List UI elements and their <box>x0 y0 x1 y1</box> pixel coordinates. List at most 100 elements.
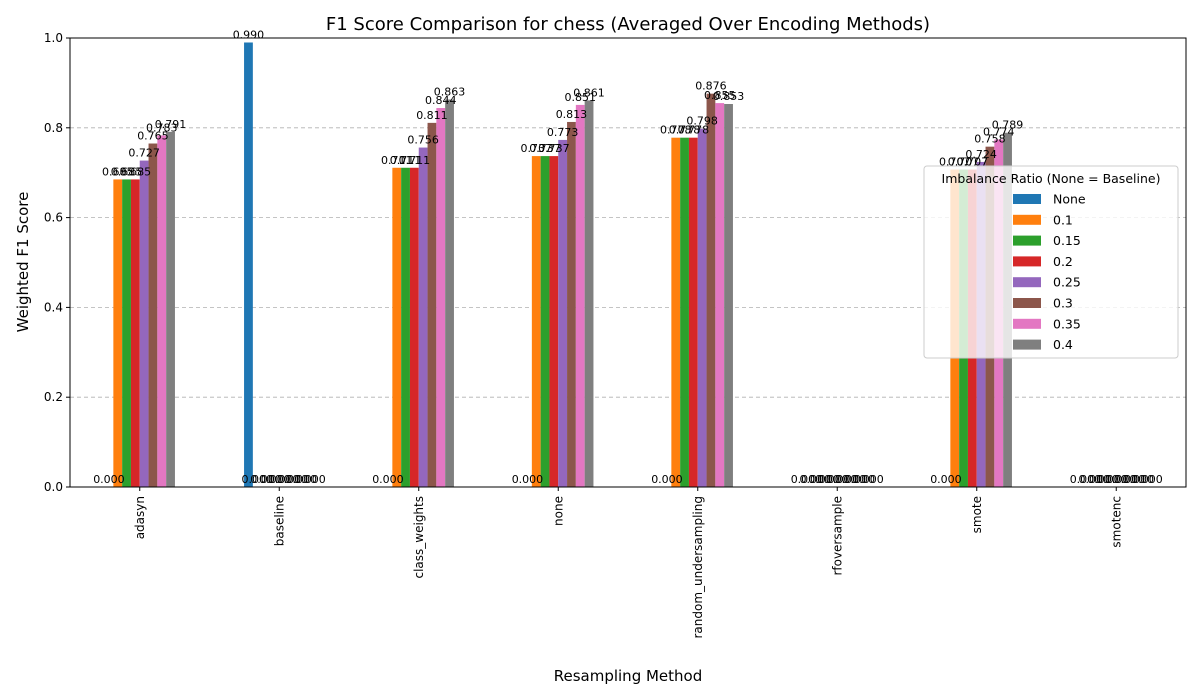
bar-value-label: 0.773 <box>547 126 579 139</box>
legend-swatch <box>1013 318 1041 329</box>
bar-value-label: 0.000 <box>844 473 876 486</box>
bar-adasyn-0.15 <box>122 179 131 487</box>
legend-label: 0.4 <box>1053 337 1073 352</box>
bar-value-label: 0.000 <box>1131 473 1163 486</box>
bar-adasyn-0.3 <box>148 143 158 487</box>
bar-value-label: 0.758 <box>974 133 1006 146</box>
legend-swatch <box>1013 235 1041 246</box>
bar-value-label: 0.000 <box>277 473 309 486</box>
legend-swatch <box>1013 194 1041 204</box>
bar-class_weights-0.35 <box>436 108 446 487</box>
bar-value-label: 0.000 <box>242 473 274 486</box>
bar-value-label: 0.756 <box>407 134 439 147</box>
bar-value-label: 0.000 <box>1123 473 1155 486</box>
bar-value-label: 0.000 <box>512 473 544 486</box>
bar-class_weights-0.25 <box>418 147 428 487</box>
bar-value-label: 0.000 <box>268 473 300 486</box>
bar-value-label: 0.863 <box>434 86 466 99</box>
y-tick-label: 0.4 <box>44 300 63 314</box>
bar-value-label: 0.000 <box>930 473 962 486</box>
bar-value-label: 0.737 <box>521 142 553 155</box>
bars <box>113 42 1012 488</box>
bar-value-label: 0.727 <box>128 147 160 160</box>
bar-adasyn-0.4 <box>166 131 175 487</box>
bar-value-label: 0.783 <box>146 121 178 134</box>
y-axis-title: Weighted F1 Score <box>14 192 32 333</box>
legend-swatch <box>1013 256 1041 267</box>
legend-items: None 0.1 0.15 0.2 0.25 0.3 0.35 0.4 <box>1013 192 1086 352</box>
bar-class_weights-0.1 <box>392 167 402 488</box>
bar-value-label: 0.000 <box>808 473 840 486</box>
bar-none-0.1 <box>531 156 541 487</box>
legend-label: 0.1 <box>1053 212 1073 227</box>
bar-adasyn-0.2 <box>130 179 140 487</box>
bar-value-label: 0.990 <box>233 28 265 41</box>
bar-value-label: 0.778 <box>660 124 692 137</box>
bar-value-label: 0.000 <box>1070 473 1102 486</box>
x-axis-title: Resampling Method <box>554 667 703 685</box>
x-tick-label: random_undersampling <box>691 496 705 639</box>
legend-label: 0.35 <box>1053 316 1081 331</box>
bar-value-label: 0.000 <box>250 473 282 486</box>
bar-value-label: 0.778 <box>678 124 710 137</box>
x-tick-label: rfoversample <box>830 496 844 576</box>
bar-class_weights-0.3 <box>427 122 437 488</box>
bar-baseline-None <box>244 42 253 488</box>
bar-random_undersampling-0.15 <box>680 137 689 488</box>
bar-value-label: 0.000 <box>294 473 326 486</box>
bar-value-label: 0.853 <box>713 90 745 103</box>
bar-value-label: 0.000 <box>93 473 125 486</box>
bar-none-0.15 <box>540 156 550 487</box>
legend: Imbalance Ratio (None = Baseline) None 0.… <box>923 165 1179 359</box>
bar-random_undersampling-0.3 <box>706 93 716 488</box>
bar-value-label: 0.791 <box>155 118 187 131</box>
x-tick-label: smotenc <box>1109 496 1123 548</box>
legend-label: None <box>1053 192 1086 207</box>
x-tick-label: adasyn <box>133 496 147 539</box>
bar-value-label: 0.707 <box>939 156 971 169</box>
bar-value-label: 0.789 <box>992 119 1024 132</box>
x-axis-ticks: adasyn baseline class_weights none random_un… <box>133 487 1123 639</box>
bar-value-label: 0.000 <box>651 473 683 486</box>
y-tick-label: 0.6 <box>44 211 63 225</box>
legend-label: 0.15 <box>1053 233 1081 248</box>
bar-none-0.35 <box>575 104 585 487</box>
bar-value-label: 0.000 <box>1087 473 1119 486</box>
y-tick-label: 0.0 <box>44 480 63 494</box>
bar-class_weights-0.4 <box>445 99 454 487</box>
bar-value-label: 0.844 <box>425 94 457 107</box>
bar-value-label: 0.685 <box>111 165 143 178</box>
bar-value-label: 0.724 <box>965 148 997 161</box>
bar-value-label: 0.851 <box>565 91 597 104</box>
bar-value-label: 0.711 <box>381 154 413 167</box>
bar-value-label: 0.711 <box>390 154 422 167</box>
bar-value-label: 0.000 <box>1096 473 1128 486</box>
x-tick-label: baseline <box>272 496 286 546</box>
y-tick-label: 0.2 <box>44 390 63 404</box>
bar-random_undersampling-0.35 <box>715 103 725 487</box>
bar-value-label: 0.000 <box>286 473 318 486</box>
bar-value-label: 0.707 <box>957 156 989 169</box>
bar-value-label: 0.000 <box>1114 473 1146 486</box>
bar-adasyn-0.35 <box>157 135 167 488</box>
bar-value-label: 0.707 <box>948 156 980 169</box>
bar-value-label: 0.000 <box>372 473 404 486</box>
bar-value-label: 0.000 <box>1079 473 1111 486</box>
y-tick-label: 0.8 <box>44 121 63 135</box>
bar-random_undersampling-0.4 <box>724 104 733 488</box>
bar-value-label: 0.000 <box>817 473 849 486</box>
bar-value-label: 0.000 <box>1105 473 1137 486</box>
legend-swatch <box>1013 214 1041 225</box>
bar-value-label: 0.778 <box>669 124 701 137</box>
bar-adasyn-0.25 <box>139 160 149 487</box>
bar-value-label: 0.765 <box>137 130 169 143</box>
legend-label: 0.25 <box>1053 275 1081 290</box>
bar-value-label: 0.855 <box>704 89 736 102</box>
bar-value-label: 0.811 <box>416 109 448 122</box>
bar-value-label: 0.000 <box>852 473 884 486</box>
bar-value-label: 0.000 <box>826 473 858 486</box>
legend-label: 0.3 <box>1053 296 1073 311</box>
bar-value-label: 0.685 <box>120 165 152 178</box>
gridlines <box>70 127 1186 398</box>
